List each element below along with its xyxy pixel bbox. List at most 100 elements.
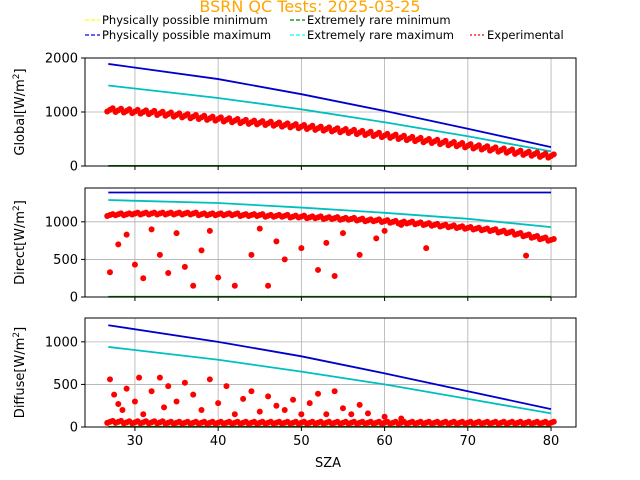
data-point [181, 263, 188, 270]
data-point [265, 282, 272, 289]
data-point [331, 388, 338, 395]
data-point [356, 251, 363, 258]
data-point [323, 411, 330, 418]
data-point [398, 221, 405, 228]
data-point [265, 393, 272, 400]
data-point [434, 136, 441, 143]
x-tick-label: 70 [460, 434, 477, 449]
x-tick-label: 40 [210, 434, 227, 449]
y-tick-label: 500 [53, 378, 78, 393]
data-point [281, 406, 288, 413]
data-point [131, 398, 138, 405]
data-point [417, 134, 424, 141]
legend-label: Experimental [487, 28, 564, 42]
data-point [156, 251, 163, 258]
y-axis-label: Global[W/m2] [12, 68, 28, 155]
data-point [215, 400, 222, 407]
data-point [509, 146, 516, 153]
data-point [115, 401, 122, 408]
data-point [106, 269, 113, 276]
data-point [206, 227, 213, 234]
data-point [351, 126, 358, 133]
data-point [423, 245, 430, 252]
panel-direct: 0 500 1000 Direct[W/m2] [12, 187, 577, 306]
data-point [123, 385, 130, 392]
data-point [248, 388, 255, 395]
data-point [198, 247, 205, 254]
data-point [315, 266, 322, 273]
data-point [523, 252, 530, 259]
x-tick-label: 80 [543, 434, 560, 449]
axes-frame [84, 187, 577, 298]
data-point [484, 143, 491, 150]
data-point [173, 398, 180, 405]
data-point [140, 275, 147, 282]
data-point [517, 147, 524, 154]
data-point [331, 272, 338, 279]
data-point [306, 400, 313, 407]
data-point [475, 142, 482, 149]
data-point [367, 128, 374, 135]
data-point [356, 401, 363, 408]
y-tick-label: 500 [53, 253, 78, 268]
data-point [348, 411, 355, 418]
data-point [550, 418, 557, 425]
legend-label: Physically possible maximum [102, 28, 271, 42]
y-tick-label: 2000 [45, 52, 78, 67]
data-point [181, 379, 188, 386]
data-point [315, 390, 322, 397]
data-point [400, 132, 407, 139]
data-point [148, 226, 155, 233]
data-point [111, 391, 118, 398]
data-point [173, 230, 180, 237]
data-point [550, 235, 557, 242]
data-point [215, 274, 222, 281]
panel-global: 0 1000 2000 Global[W/m2] [12, 52, 577, 175]
x-tick-label: 30 [127, 434, 144, 449]
data-point [131, 261, 138, 268]
data-point [231, 282, 238, 289]
data-point [364, 410, 371, 417]
data-point [298, 411, 305, 418]
data-point [165, 383, 172, 390]
data-point [550, 151, 557, 158]
data-point [281, 256, 288, 263]
data-point [373, 235, 380, 242]
data-point [123, 231, 130, 238]
data-point [256, 408, 263, 415]
chart-title: BSRN QC Tests: 2025-03-25 [199, 0, 420, 16]
data-point [156, 374, 163, 381]
data-point [248, 251, 255, 258]
data-point [273, 238, 280, 245]
data-point [161, 404, 168, 411]
data-point [190, 282, 197, 289]
y-tick-label: 1000 [45, 106, 78, 121]
data-point [198, 406, 205, 413]
panel-diffuse: 0 500 1000 30 40 50 60 70 80 Diffuse[W/m2] [12, 317, 577, 449]
data-point [381, 227, 388, 234]
data-point [376, 129, 383, 136]
data-point [115, 241, 122, 248]
series-line [108, 199, 552, 228]
data-point [240, 395, 247, 402]
y-tick-label: 1000 [45, 335, 78, 350]
x-tick-label: 50 [293, 434, 310, 449]
data-point [398, 415, 405, 422]
data-point [148, 388, 155, 395]
data-point [298, 245, 305, 252]
data-point [136, 374, 143, 381]
x-tick-label: 60 [376, 434, 393, 449]
y-axis-label: Direct[W/m2] [12, 200, 28, 285]
data-point [442, 137, 449, 144]
data-point [323, 239, 330, 246]
y-tick-label: 0 [70, 421, 78, 436]
legend-label: Extremely rare maximum [307, 28, 454, 42]
data-point [339, 230, 346, 237]
series-line [108, 324, 552, 410]
data-point [450, 138, 457, 145]
y-tick-label: 0 [70, 160, 78, 175]
data-point [119, 406, 126, 413]
data-point [106, 376, 113, 383]
